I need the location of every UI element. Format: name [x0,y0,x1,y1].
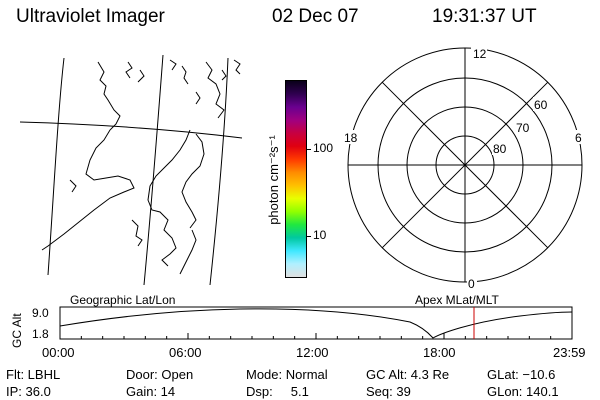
timeline-minor-ticks [59,333,573,339]
colorbar-tick-mark [307,149,311,150]
info-gain: Gain: 14 [126,384,176,399]
timeline-y-label: GC Alt [10,313,24,348]
lat-label-60: 60 [534,98,548,112]
info-gc-alt: GC Alt: 4.3 Re [366,367,450,382]
timeline-y-tick-bottom: 1.8 [32,327,49,341]
info-glon: GLon: 140.1 [487,384,559,399]
coastline [205,61,225,119]
instrument-title: Ultraviolet Imager [16,6,165,27]
coastline [69,179,77,193]
coastline [131,219,143,247]
lat-label-70: 70 [516,121,530,135]
info-door: Door: Open [126,367,194,382]
info-flt: Flt: LBHL [6,367,61,382]
polar-grid: 12 18 6 0 60 70 80 [342,46,586,290]
info-ip: IP: 36.0 [6,384,51,399]
latitude-line [20,121,243,139]
coastline [221,69,227,81]
x-tick-1800: 18:00 [423,345,456,360]
x-tick-0000: 00:00 [42,345,75,360]
coastline [233,59,241,75]
lat-label-80: 80 [493,142,507,156]
meridian-line [47,57,65,276]
timeline-y-tick-top: 9.0 [32,306,49,320]
x-tick-1200: 12:00 [296,345,329,360]
altitude-curve [59,308,573,339]
colorbar-unit-label: photon cm⁻²s⁻¹ [266,135,281,225]
mlt-label-0: 0 [468,277,475,290]
meridian-line [209,57,229,285]
x-tick-0600: 06:00 [169,345,202,360]
x-tick-2359: 23:59 [553,345,586,360]
coastline [137,69,145,83]
coastline [195,91,201,105]
colorbar-tick-100: 100 [313,141,334,155]
info-mode: Mode: Normal [246,367,328,382]
colorbar-tick-mark [307,236,311,237]
timeline-left-title: Geographic Lat/Lon [70,293,175,307]
orbit-timeline: Geographic Lat/Lon Apex MLat/MLT GC Alt … [10,293,586,360]
coastline [169,59,177,71]
timeline-right-title: Apex MLat/MLT [415,293,499,307]
meridian-line [143,54,164,285]
mlt-label-18: 18 [344,131,358,145]
mlt-label-6: 6 [575,131,582,145]
coastline [147,129,191,267]
coastline [181,65,189,85]
mlt-label-12: 12 [473,47,487,61]
time-label: 19:31:37 UT [432,6,537,27]
polar-spoke-diagonal [381,81,549,249]
colorbar-tick-10: 10 [313,228,327,242]
info-glat: GLat: −10.6 [487,367,556,382]
coastline [181,133,205,229]
geographic-map [20,54,243,285]
info-seq: Seq: 39 [366,384,411,399]
coastline [179,229,197,275]
colorbar [285,80,307,278]
coastline [41,61,135,251]
date-label: 02 Dec 07 [272,6,359,27]
info-dsp: Dsp: 5.1 [246,384,309,399]
coastline [125,61,133,79]
